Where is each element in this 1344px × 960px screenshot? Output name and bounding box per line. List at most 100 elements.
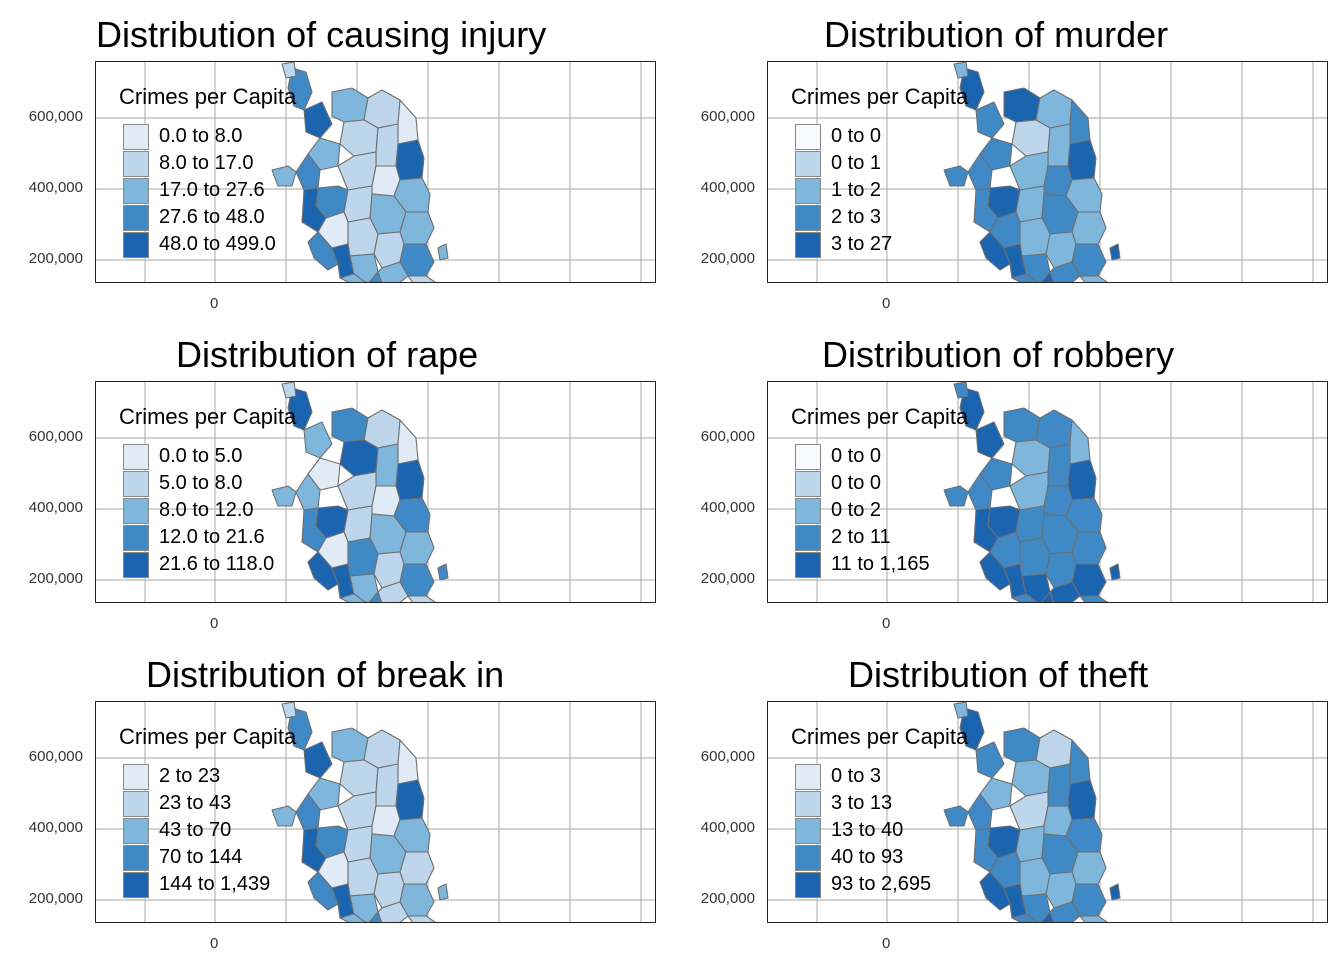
legend-swatch (123, 791, 149, 817)
district-region (337, 471, 377, 511)
y-tick-label: 400,000 (700, 499, 755, 516)
x-tick-label: 0 (882, 295, 891, 312)
district-region (368, 271, 382, 282)
choropleth-map (768, 382, 1327, 602)
panel-title: Distribution of rape (176, 334, 479, 375)
district-region (979, 137, 1013, 171)
legend-label: 0 to 3 (831, 765, 882, 787)
district-region (271, 805, 297, 827)
district-region (1015, 185, 1045, 223)
map-panel: Distribution of rape 600,000 400,000 200,00… (0, 320, 672, 640)
legend-title: Crimes per Capita (119, 84, 297, 109)
district-region (281, 62, 297, 79)
y-tick-label: 400,000 (28, 179, 83, 196)
panel-title: Distribution of break in (146, 654, 505, 695)
district-region (303, 741, 333, 779)
legend-swatch (795, 818, 821, 844)
legend-label: 93 to 2,695 (831, 873, 932, 895)
legend-title: Crimes per Capita (791, 404, 969, 429)
legend-label: 1 to 2 (831, 179, 882, 201)
legend-swatch (795, 552, 821, 578)
district-region (1011, 439, 1051, 477)
legend-label: 0 to 0 (831, 125, 882, 147)
district-region (943, 485, 969, 507)
district-region (363, 409, 401, 449)
legend-swatch (795, 205, 821, 231)
legend-label: 8.0 to 12.0 (159, 499, 254, 521)
choropleth-map (96, 702, 655, 922)
y-tick-label: 600,000 (700, 748, 755, 765)
district-region (343, 825, 373, 863)
district-region (395, 139, 425, 181)
district-region (953, 702, 969, 719)
legend-title: Crimes per Capita (119, 724, 297, 749)
district-region (437, 883, 449, 901)
legend-label: 144 to 1,439 (159, 873, 271, 895)
y-tick-label: 200,000 (28, 250, 83, 267)
district-region (1079, 275, 1108, 282)
legend-label: 8.0 to 17.0 (159, 152, 254, 174)
legend-swatch (123, 232, 149, 258)
y-tick-label: 200,000 (700, 570, 755, 587)
legend-label: 5.0 to 8.0 (159, 472, 243, 494)
district-region (337, 791, 377, 831)
district-region (375, 123, 399, 167)
district-region (1079, 915, 1108, 922)
district-region (397, 419, 419, 465)
legend-label: 12.0 to 21.6 (159, 526, 265, 548)
legend-swatch (795, 791, 821, 817)
panel-title: Distribution of murder (824, 14, 1169, 55)
legend-swatch (123, 498, 149, 524)
district-region (1040, 911, 1054, 922)
legend-label: 0.0 to 5.0 (159, 445, 243, 467)
district-region (437, 563, 449, 581)
district-region (303, 101, 333, 139)
legend-swatch (123, 444, 149, 470)
legend-label: 0.0 to 8.0 (159, 125, 243, 147)
peninsula-regions (943, 702, 1121, 922)
map-plot-area: Crimes per Capita 0 to 3 3 to 13 13 to 40 40… (767, 701, 1328, 923)
district-region (363, 89, 401, 129)
panel-title: Distribution of robbery (822, 334, 1175, 375)
legend-swatch (123, 818, 149, 844)
legend-swatch (795, 124, 821, 150)
district-region (1035, 409, 1073, 449)
district-region (437, 243, 449, 261)
district-region (307, 777, 341, 811)
district-region (331, 727, 369, 763)
choropleth-map (96, 62, 655, 282)
district-region (337, 151, 377, 191)
legend-swatch (123, 471, 149, 497)
district-region (1003, 87, 1041, 123)
district-region (331, 407, 369, 443)
legend-title: Crimes per Capita (119, 404, 297, 429)
legend-swatch (795, 444, 821, 470)
y-tick-label: 600,000 (28, 428, 83, 445)
legend-label: 0 to 0 (831, 472, 882, 494)
x-tick-label: 0 (882, 935, 891, 952)
legend-label: 21.6 to 118.0 (159, 553, 275, 575)
y-tick-label: 600,000 (28, 748, 83, 765)
district-region (979, 777, 1013, 811)
district-region (1071, 851, 1107, 885)
district-region (1035, 729, 1073, 769)
district-region (1003, 407, 1041, 443)
legend-swatch (123, 178, 149, 204)
district-region (281, 702, 297, 719)
legend-title: Crimes per Capita (791, 84, 969, 109)
legend-label: 23 to 43 (159, 792, 232, 814)
district-region (1109, 883, 1121, 901)
legend-swatch (795, 764, 821, 790)
legend-label: 70 to 144 (159, 846, 243, 868)
y-tick-label: 400,000 (28, 819, 83, 836)
legend-swatch (123, 124, 149, 150)
district-region (1040, 591, 1054, 602)
peninsula-regions (271, 62, 449, 282)
district-region (1011, 913, 1039, 922)
map-plot-area: Crimes per Capita 0.0 to 5.0 5.0 to 8.0 8.0… (95, 381, 656, 603)
map-panel: Distribution of robbery 600,000 400,000 200… (672, 320, 1344, 640)
legend-swatch (123, 552, 149, 578)
district-region (407, 275, 436, 282)
district-region (303, 421, 333, 459)
legend-label: 3 to 27 (831, 233, 893, 255)
